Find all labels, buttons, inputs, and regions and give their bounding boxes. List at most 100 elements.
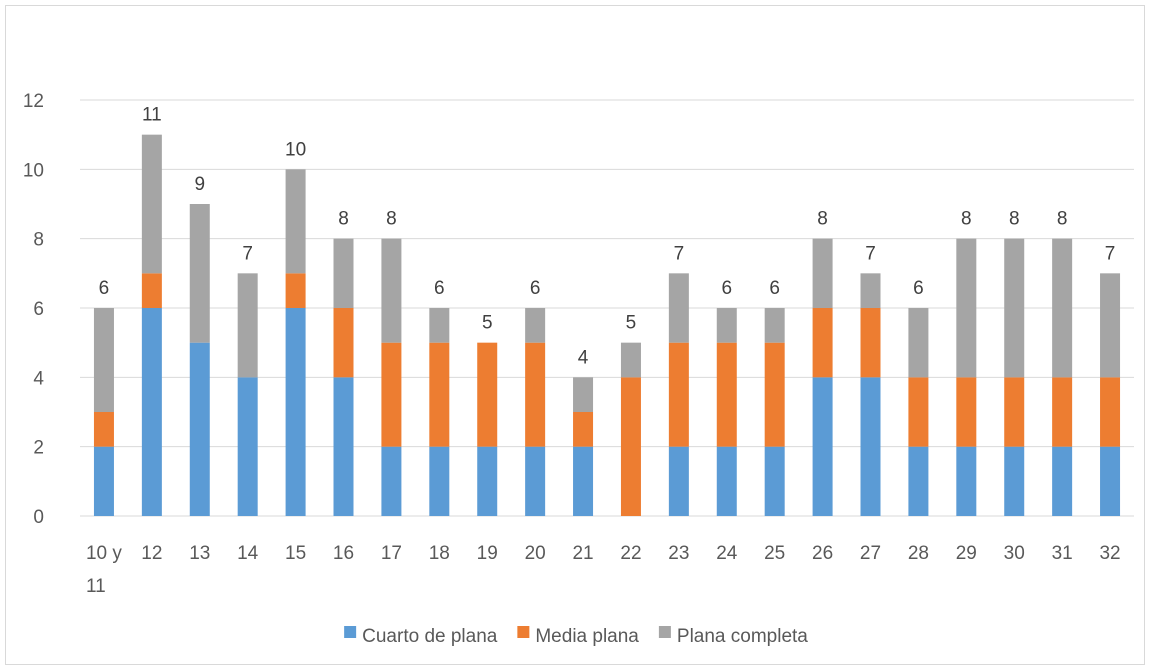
data-label: 8 <box>817 209 828 230</box>
x-axis-ticks: 10 y 11 12 13 14 15 16 17 18 19 20 21 22 23 24 25 26 27 28… <box>86 543 1121 597</box>
y-tick-label: 10 <box>23 160 44 181</box>
bar-segment <box>285 169 306 274</box>
bar-segment <box>381 342 402 447</box>
bar-segment <box>1052 446 1073 516</box>
bar-segment <box>525 342 546 447</box>
x-tick-label-cont: 11 <box>86 576 106 597</box>
legend-label: Media plana <box>535 626 639 647</box>
bar-segment <box>381 446 402 516</box>
x-tick-label: 32 <box>1099 543 1120 564</box>
data-label: 7 <box>242 243 253 264</box>
bar-segment <box>429 308 450 343</box>
bar-segment <box>141 308 162 516</box>
x-tick-label: 12 <box>141 543 162 564</box>
data-label: 7 <box>865 243 876 264</box>
y-tick-label: 12 <box>23 91 44 112</box>
bar-segment <box>956 238 977 378</box>
x-tick-label: 30 <box>1004 543 1025 564</box>
bar-segment <box>477 446 498 516</box>
x-tick-label: 18 <box>429 543 450 564</box>
data-label: 5 <box>482 313 493 334</box>
x-tick-label: 15 <box>285 543 306 564</box>
bar-segment <box>1004 238 1025 378</box>
bar-segment <box>141 273 162 308</box>
x-tick-label: 13 <box>189 543 210 564</box>
bar-segment <box>93 446 114 516</box>
bar-segment <box>237 273 258 378</box>
legend-swatch <box>344 626 357 638</box>
bar-segment <box>1004 446 1025 516</box>
bar-segment <box>620 377 641 516</box>
bar-segment <box>716 308 737 343</box>
bar-segment <box>956 377 977 447</box>
data-label: 6 <box>721 278 732 299</box>
legend-item: Media plana <box>517 626 639 647</box>
bar-segment <box>1052 377 1073 447</box>
data-labels-group: 6 11 9 7 10 8 8 6 5 6 4 5 7 6 6 8 7 6 8 8 8 7 <box>99 105 1116 369</box>
data-label: 7 <box>1105 243 1116 264</box>
bar-segment <box>1100 273 1121 378</box>
bar-segment <box>1100 377 1121 447</box>
bar-segment <box>812 377 833 516</box>
bar-segment <box>860 377 881 516</box>
y-tick-label: 6 <box>33 299 44 320</box>
x-tick-label: 27 <box>860 543 881 564</box>
bar-segment <box>908 377 929 447</box>
bar-segment <box>429 342 450 447</box>
data-label: 9 <box>194 174 205 195</box>
data-label: 8 <box>1009 209 1020 230</box>
bar-segment <box>141 134 162 274</box>
bar-segment <box>668 273 689 343</box>
bars-group <box>93 134 1121 516</box>
y-tick-label: 0 <box>33 507 44 528</box>
bar-segment <box>189 204 210 343</box>
bar-segment <box>1100 446 1121 516</box>
data-label: 7 <box>674 243 685 264</box>
y-tick-label: 4 <box>33 368 44 389</box>
data-label: 6 <box>434 278 445 299</box>
bar-segment <box>333 238 354 308</box>
x-tick-label: 22 <box>620 543 641 564</box>
data-label: 8 <box>961 209 972 230</box>
data-label: 6 <box>99 278 110 299</box>
x-tick-label: 26 <box>812 543 833 564</box>
data-label: 10 <box>285 139 306 160</box>
bar-segment <box>716 446 737 516</box>
bar-segment <box>812 308 833 378</box>
bar-segment <box>956 446 977 516</box>
bar-segment <box>860 273 881 308</box>
data-label: 8 <box>1057 209 1068 230</box>
legend-swatch <box>517 626 530 638</box>
x-tick-label: 16 <box>333 543 354 564</box>
bar-segment <box>764 446 785 516</box>
legend-item: Cuarto de plana <box>344 626 498 647</box>
bar-segment <box>573 412 594 447</box>
bar-segment <box>860 308 881 378</box>
bar-segment <box>285 273 306 308</box>
x-tick-label: 19 <box>477 543 498 564</box>
bar-segment <box>93 308 114 412</box>
legend-swatch <box>658 626 671 638</box>
x-tick-label: 29 <box>956 543 977 564</box>
bar-segment <box>573 377 594 412</box>
legend: Cuarto de plana Media plana Plana completa <box>344 626 808 647</box>
bar-segment <box>285 308 306 516</box>
y-tick-label: 2 <box>33 438 44 459</box>
bar-segment <box>764 342 785 447</box>
bar-segment <box>764 308 785 343</box>
bar-segment <box>381 238 402 343</box>
bar-segment <box>812 238 833 308</box>
bar-segment <box>189 342 210 516</box>
bar-segment <box>573 446 594 516</box>
x-tick-label: 31 <box>1052 543 1073 564</box>
x-tick-label: 23 <box>668 543 689 564</box>
data-label: 4 <box>578 347 589 368</box>
bar-segment <box>237 377 258 516</box>
x-tick-label: 14 <box>237 543 259 564</box>
bar-segment <box>620 342 641 378</box>
y-axis-ticks: 0 2 4 6 8 10 12 <box>23 91 45 528</box>
x-tick-label: 28 <box>908 543 929 564</box>
bar-segment <box>525 446 546 516</box>
